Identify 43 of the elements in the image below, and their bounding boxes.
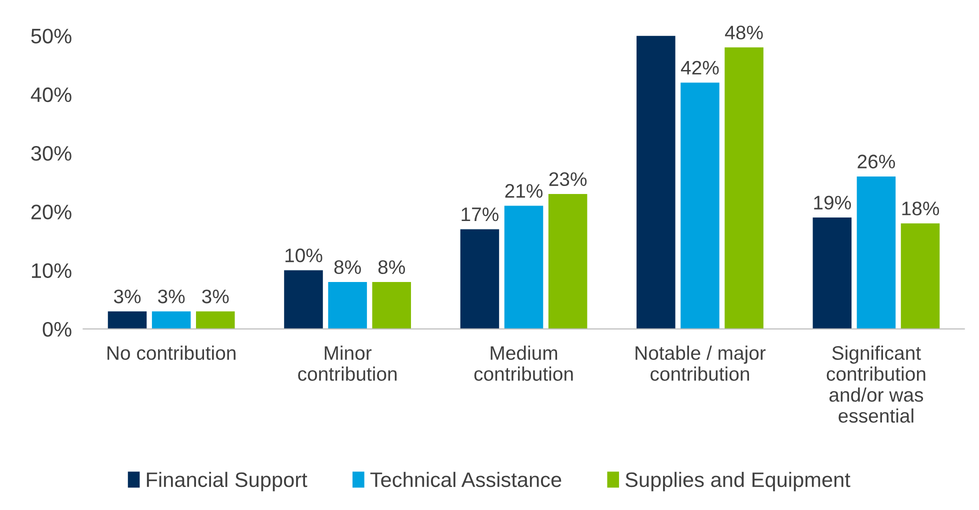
data-label: 8% — [378, 260, 405, 274]
bar — [548, 194, 588, 329]
bar — [372, 282, 411, 329]
bar — [636, 36, 676, 329]
data-label: 18% — [902, 202, 940, 216]
x-tick-label: Notable / major contribution — [636, 346, 766, 381]
data-label: 17% — [462, 208, 498, 222]
legend-label: Financial Support — [146, 472, 308, 492]
x-tick-label: Medium contribution — [474, 346, 573, 381]
bar — [108, 311, 147, 329]
data-label: 21% — [505, 184, 543, 198]
bar — [152, 311, 191, 329]
y-tick-label: 10% — [32, 263, 72, 278]
bar — [812, 218, 852, 329]
bar — [196, 311, 235, 329]
bar — [680, 82, 720, 329]
bar — [504, 206, 544, 329]
y-tick-label: 30% — [31, 146, 72, 161]
data-label: 3% — [114, 290, 141, 304]
y-tick-label: 0% — [42, 322, 72, 337]
data-label: 8% — [334, 260, 361, 274]
bar — [724, 47, 764, 329]
data-label: 48% — [725, 26, 763, 40]
legend-label: Technical Assistance — [370, 472, 562, 488]
data-label: 10% — [286, 248, 322, 262]
y-tick-label: 50% — [31, 28, 72, 44]
y-tick-label: 40% — [30, 87, 72, 102]
data-label: 3% — [158, 290, 185, 304]
data-label: 23% — [549, 172, 587, 186]
legend-label: Supplies and Equipment — [626, 472, 850, 492]
bar — [328, 282, 367, 329]
bar — [856, 176, 896, 329]
data-label: 19% — [814, 196, 851, 210]
data-label: 26% — [858, 154, 895, 168]
data-label: 3% — [202, 290, 229, 304]
bar — [284, 270, 323, 329]
x-tick-label: Minor contribution — [298, 346, 397, 381]
bar — [900, 223, 940, 329]
x-tick-label: Significant contribution and/or was essential — [826, 346, 926, 423]
x-tick-label: No contribution — [108, 346, 236, 360]
y-tick-label: 20% — [31, 204, 72, 220]
data-label: 42% — [680, 60, 719, 75]
bar — [460, 229, 500, 329]
